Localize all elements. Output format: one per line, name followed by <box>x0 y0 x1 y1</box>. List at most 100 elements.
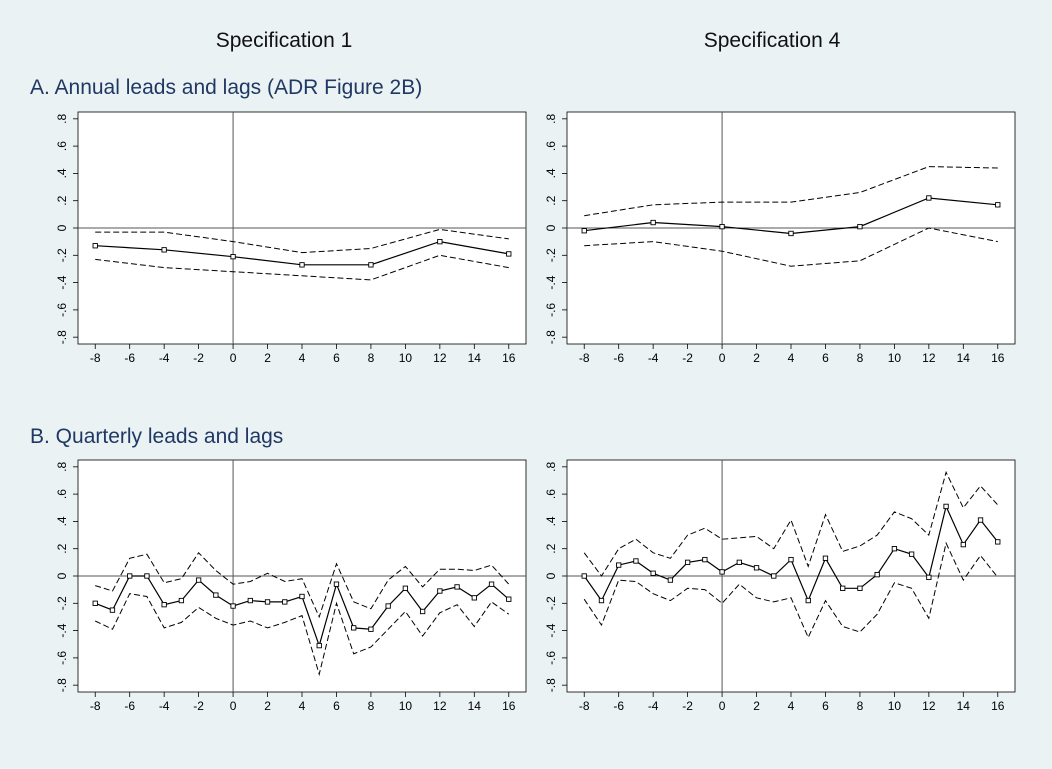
y-tick-label: .8 <box>544 113 558 123</box>
data-point-marker <box>960 541 966 548</box>
data-point-marker <box>805 597 811 604</box>
x-tick-label: 0 <box>230 699 237 713</box>
x-tick-label: 10 <box>888 699 902 713</box>
x-tick-label: 16 <box>991 351 1005 365</box>
series-line-upper <box>95 552 510 619</box>
data-point-marker <box>822 555 829 561</box>
x-tick-label: -2 <box>682 699 693 713</box>
y-tick-label: -.8 <box>55 678 69 692</box>
data-point-marker <box>943 503 949 510</box>
chart-spec4-annual: -.8 -.6 -.4 -.2 0 .2 .4 .6 .8 -8 -6 -4 -2 0 2 4 6 8 10 12 14… <box>544 111 1016 365</box>
data-point-marker <box>368 626 374 632</box>
data-point-marker <box>788 556 794 563</box>
x-tick-label: 8 <box>857 699 864 713</box>
x-tick-label: 10 <box>399 699 413 713</box>
data-point-marker <box>788 230 794 237</box>
data-point-marker <box>299 262 305 268</box>
x-tick-label: -2 <box>193 351 204 365</box>
y-tick-label: -.8 <box>55 330 69 344</box>
data-point-marker <box>127 573 133 579</box>
x-tick-label: 6 <box>333 699 340 713</box>
data-point-marker <box>616 562 622 568</box>
data-point-marker <box>247 597 253 604</box>
data-point-marker <box>437 588 443 594</box>
x-tick-label: -4 <box>159 699 170 713</box>
x-tick-label: 4 <box>788 351 795 365</box>
data-point-marker <box>316 642 322 649</box>
x-tick-label: -4 <box>648 699 659 713</box>
data-point-marker <box>230 603 236 609</box>
y-tick-label: -.6 <box>55 651 69 665</box>
column-title-spec-4: Specification 4 <box>703 29 841 52</box>
y-tick-label: 0 <box>55 572 69 579</box>
data-point-marker <box>684 559 691 566</box>
panel-spec4-quarterly: -.8 -.6 -.4 -.2 0 .2 .4 .6 .8 -8 -6 -4 -2 0 2 4 6 8 10 12 14… <box>529 456 1019 718</box>
data-point-marker <box>368 262 374 268</box>
series-line-lower <box>95 254 509 281</box>
x-tick-label: 12 <box>922 351 936 365</box>
y-tick-label: .4 <box>55 168 69 178</box>
x-tick-label: 14 <box>957 699 971 713</box>
data-point-marker <box>144 573 150 579</box>
x-tick-label: 8 <box>368 351 375 365</box>
x-tick-label: 16 <box>502 351 516 365</box>
y-tick-label: -.4 <box>544 275 558 289</box>
y-tick-label: .2 <box>544 195 558 205</box>
data-point-marker <box>471 595 477 601</box>
data-point-marker <box>891 546 898 552</box>
y-tick-label: 0 <box>544 572 558 579</box>
x-tick-label: 2 <box>264 699 271 713</box>
x-tick-label: 12 <box>433 351 447 365</box>
x-tick-label: 6 <box>822 699 829 713</box>
data-point-marker <box>650 219 656 226</box>
x-tick-label: -2 <box>193 699 204 713</box>
data-point-marker <box>92 600 98 606</box>
x-tick-label: 14 <box>957 351 971 365</box>
y-tick-label: .6 <box>55 141 69 151</box>
y-tick-label: .4 <box>55 516 69 526</box>
panel-spec4-annual: -.8 -.6 -.4 -.2 0 .2 .4 .6 .8 -8 -6 -4 -2 0 2 4 6 8 10 12 14… <box>529 108 1019 370</box>
data-point-marker <box>667 577 674 583</box>
x-tick-label: 8 <box>857 351 864 365</box>
y-tick-label: 0 <box>544 224 558 231</box>
y-tick-label: .2 <box>55 195 69 205</box>
y-tick-label: -.4 <box>55 275 69 289</box>
y-tick-label: .8 <box>55 113 69 123</box>
data-point-marker <box>581 228 587 234</box>
x-tick-label: -8 <box>90 699 101 713</box>
x-tick-label: 8 <box>368 699 375 713</box>
x-tick-label: -4 <box>159 351 170 365</box>
chart-spec1-annual: -.8 -.6 -.4 -.2 0 .2 .4 .6 .8 -8 -6 -4 -2 0 2 4 6 8 10 12 14… <box>55 111 527 365</box>
y-tick-label: .6 <box>55 489 69 499</box>
x-tick-label: 4 <box>788 699 795 713</box>
x-tick-label: 2 <box>753 699 760 713</box>
data-point-marker <box>282 599 288 605</box>
data-point-marker <box>736 559 742 566</box>
data-point-marker <box>650 570 656 576</box>
data-point-marker <box>874 571 880 578</box>
series-line-lower <box>584 227 998 267</box>
x-tick-label: -6 <box>124 699 135 713</box>
panel-spec1-annual: -.8 -.6 -.4 -.2 0 .2 .4 .6 .8 -8 -6 -4 -2 0 2 4 6 8 10 12 14… <box>40 108 530 370</box>
x-tick-label: 16 <box>502 699 516 713</box>
data-point-marker <box>213 592 219 598</box>
y-tick-label: -.2 <box>55 596 69 610</box>
x-tick-label: -6 <box>613 699 624 713</box>
data-point-marker <box>926 195 932 201</box>
x-tick-label: -8 <box>90 351 101 365</box>
series-line-upper <box>584 166 998 217</box>
x-tick-label: 0 <box>719 351 726 365</box>
data-point-marker <box>161 247 167 253</box>
x-tick-label: 14 <box>468 351 482 365</box>
data-point-marker <box>385 603 391 609</box>
data-point-marker <box>351 625 357 631</box>
data-point-marker <box>995 539 1001 545</box>
x-tick-label: 6 <box>822 351 829 365</box>
y-tick-label: .4 <box>544 168 558 178</box>
panel-spec1-quarterly: -.8 -.6 -.4 -.2 0 .2 .4 .6 .8 -8 -6 -4 -2 0 2 4 6 8 10 12 14… <box>40 456 530 718</box>
x-tick-label: 2 <box>264 351 271 365</box>
data-point-marker <box>92 243 98 249</box>
y-tick-label: -.4 <box>544 623 558 637</box>
data-point-marker <box>995 202 1001 208</box>
x-tick-label: -6 <box>613 351 624 365</box>
